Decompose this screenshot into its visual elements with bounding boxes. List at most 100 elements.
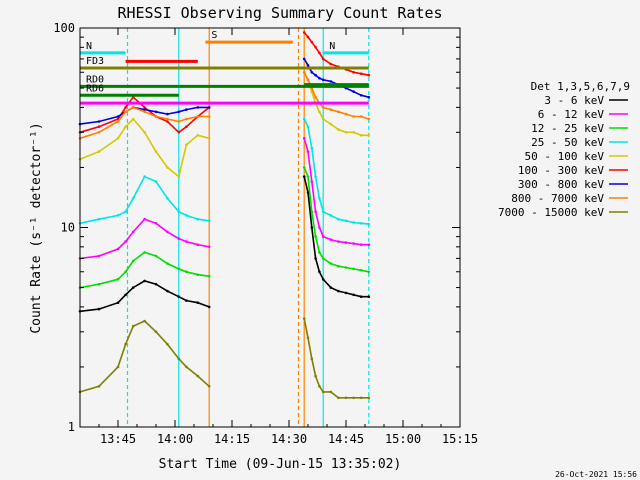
- series-2-point-0-6: [154, 254, 158, 258]
- series-0-point-1-4: [318, 270, 321, 274]
- series-3-point-1-2: [310, 146, 314, 150]
- x-tick-label-6: 15:15: [442, 432, 478, 446]
- series-4-point-1-10: [359, 134, 363, 137]
- series-0-point-0-3: [124, 293, 127, 297]
- series-8-point-1-1: [306, 336, 310, 340]
- series-0-point-1-3: [314, 257, 317, 260]
- series-7-point-1-7: [337, 110, 340, 114]
- series-2-point-1-5: [321, 257, 325, 260]
- series-7-point-0-9: [185, 117, 188, 121]
- y-tick-label-1: 10: [61, 221, 75, 235]
- series-1-point-0-4: [131, 230, 135, 234]
- flag-label-2: S: [211, 30, 217, 41]
- series-0-point-1-10: [359, 295, 363, 299]
- series-8-point-0-2: [116, 365, 120, 369]
- series-5-point-1-5: [321, 57, 325, 61]
- series-1: [78, 137, 371, 260]
- series-0-point-1-11: [367, 295, 371, 299]
- series-7-point-0-8: [177, 120, 181, 123]
- series-1-point-1-7: [337, 240, 340, 243]
- series-6-point-0-1: [97, 120, 101, 123]
- series-6-point-1-2: [310, 71, 314, 74]
- legend-label-4: 50 - 100 keV: [525, 150, 605, 163]
- series-2-point-0-3: [124, 270, 127, 274]
- series-6-point-0-7: [166, 112, 169, 116]
- series-3-point-1-4: [318, 197, 321, 200]
- series-3-point-1-0: [302, 117, 306, 121]
- legend-label-8: 7000 - 15000 keV: [498, 206, 604, 219]
- series-1-point-0-10: [196, 243, 200, 246]
- series-0-point-1-2: [310, 226, 314, 229]
- series-4-point-0-5: [143, 131, 146, 134]
- series-3-point-0-1: [97, 217, 101, 221]
- series-8-point-0-11: [207, 385, 211, 388]
- series-0-point-1-9: [352, 293, 355, 297]
- series-8-point-1-0: [302, 317, 306, 320]
- series-4-point-0-8: [177, 175, 181, 178]
- legend-label-7: 800 - 7000 keV: [511, 192, 604, 205]
- series-5-point-1-2: [310, 40, 314, 44]
- series-2-point-1-9: [352, 267, 355, 271]
- series-0-point-1-7: [337, 289, 340, 293]
- series-4-point-0-11: [207, 137, 211, 140]
- series-5-point-0-8: [177, 131, 181, 134]
- series-1-point-0-5: [143, 217, 146, 221]
- series-8-point-1-4: [318, 385, 321, 388]
- series-1-point-1-5: [321, 235, 325, 238]
- series-3-point-1-9: [352, 221, 355, 224]
- series-0-point-1-0: [302, 175, 306, 178]
- series-6-point-1-1: [306, 64, 310, 67]
- series-6-point-1-3: [314, 73, 317, 77]
- series-4-point-1-9: [352, 131, 355, 134]
- series-7: [78, 71, 371, 140]
- series-6-segment-0: [79, 106, 210, 125]
- series-7-point-1-1: [306, 78, 310, 82]
- series-3-point-1-6: [329, 214, 333, 217]
- series-8-point-1-3: [314, 374, 317, 378]
- series-3-point-1-3: [314, 175, 317, 178]
- series-0-point-1-1: [306, 191, 310, 194]
- series-4-point-0-1: [97, 150, 101, 153]
- series-7-segment-0: [79, 106, 210, 140]
- series-4-segment-0: [79, 117, 210, 179]
- series-7-point-0-4: [131, 106, 135, 109]
- series-6-point-1-4: [318, 76, 321, 80]
- series-1-point-1-4: [318, 226, 321, 229]
- flag-label-5: RD6: [86, 83, 104, 94]
- series-8-point-0-9: [185, 365, 188, 369]
- series-4-segment-1: [303, 71, 369, 137]
- x-tick-label-0: 13:45: [100, 432, 136, 446]
- series-5-segment-0: [79, 96, 210, 134]
- series-3-point-0-9: [185, 214, 188, 217]
- legend-label-2: 12 - 25 keV: [531, 122, 604, 135]
- series-2-point-1-4: [318, 251, 321, 254]
- series-3-point-1-10: [359, 222, 363, 225]
- series-4-point-0-9: [185, 143, 188, 146]
- series-7-point-0-11: [207, 115, 211, 118]
- series-7-point-0-6: [154, 115, 158, 118]
- series-1-point-1-2: [310, 180, 314, 183]
- series-3-point-0-2: [116, 214, 120, 217]
- series-5-point-0-3: [124, 106, 127, 109]
- series-6-point-0-9: [185, 108, 188, 111]
- series-5-point-1-3: [314, 46, 317, 49]
- series-1-point-1-11: [367, 243, 371, 246]
- flag-label-4: RD0: [86, 74, 104, 85]
- series-0-segment-0: [79, 280, 210, 313]
- x-tick-label-2: 14:15: [214, 432, 250, 446]
- series-4-point-1-11: [367, 134, 371, 137]
- series-8-point-0-10: [196, 374, 200, 378]
- series-2-segment-0: [79, 251, 210, 289]
- series-6-point-0-8: [177, 110, 181, 114]
- series-3-point-0-5: [143, 175, 146, 178]
- series-1-point-0-11: [207, 245, 211, 249]
- series-5-point-1-6: [329, 62, 333, 66]
- series-4-point-0-7: [166, 166, 169, 169]
- series-2-point-0-5: [143, 251, 146, 254]
- series-3-segment-0: [79, 175, 210, 225]
- series-8-point-1-9: [352, 396, 355, 400]
- series-3-point-1-11: [367, 222, 371, 226]
- series-6-point-0-10: [196, 106, 200, 109]
- series-8-point-0-6: [154, 330, 158, 334]
